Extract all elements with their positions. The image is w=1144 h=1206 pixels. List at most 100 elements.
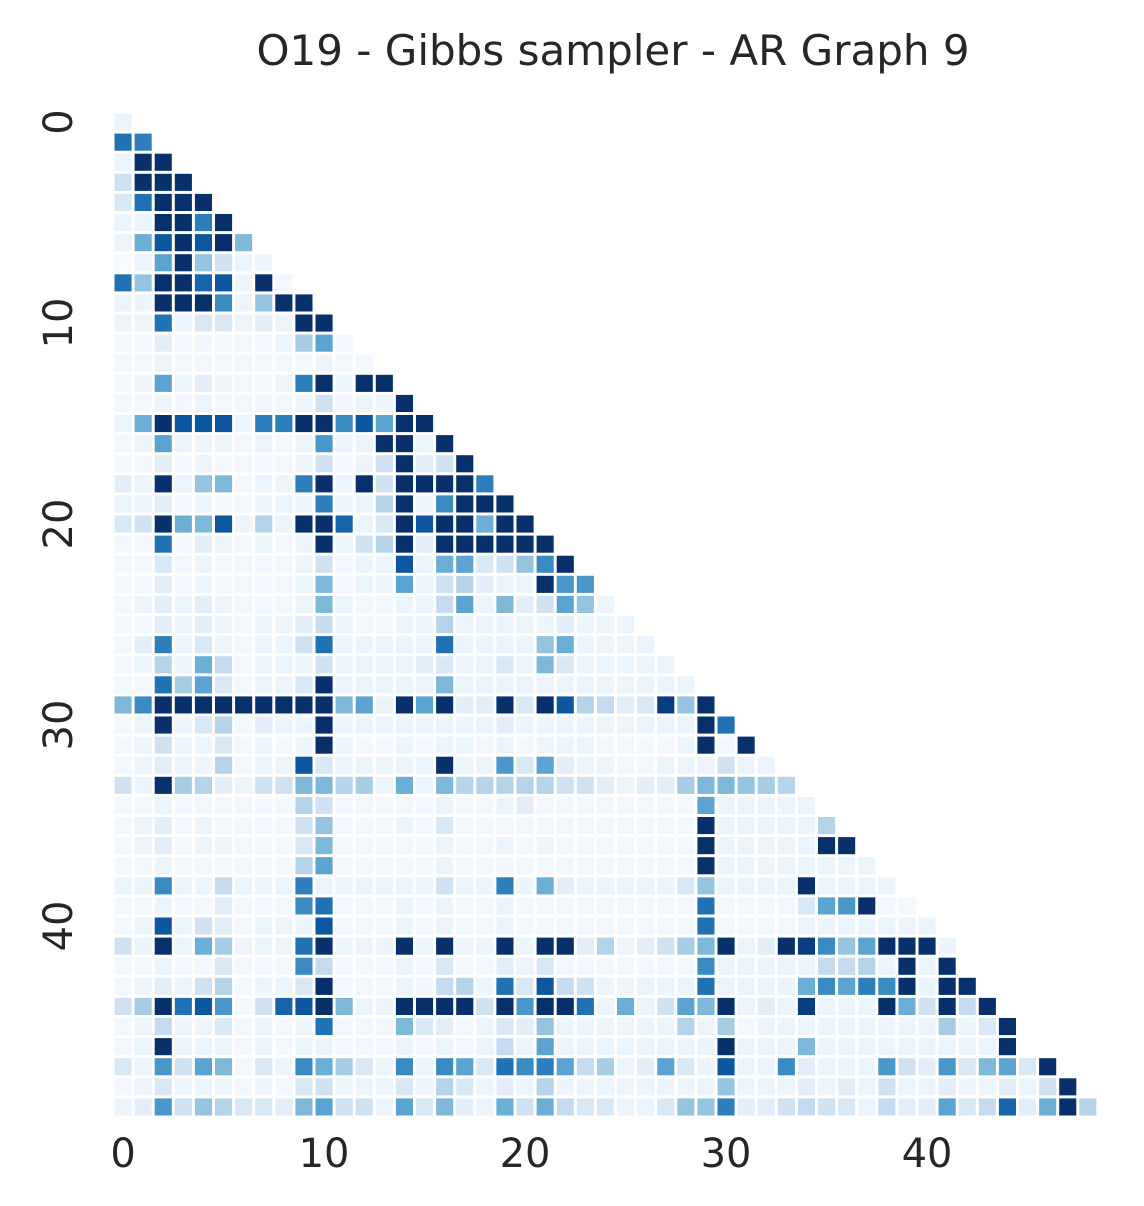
heatmap-cell — [395, 817, 413, 835]
heatmap-cell — [496, 1018, 514, 1036]
heatmap-cell — [436, 555, 454, 573]
heatmap-cell — [797, 877, 815, 895]
heatmap-cell — [938, 937, 956, 955]
heatmap-cell — [335, 736, 353, 754]
heatmap-cell — [1019, 1098, 1037, 1116]
heatmap-cell — [335, 555, 353, 573]
heatmap-cell — [335, 756, 353, 774]
heatmap-cell — [134, 193, 152, 211]
heatmap-cell — [215, 616, 233, 634]
heatmap-cell — [757, 817, 775, 835]
heatmap-cell — [275, 555, 293, 573]
heatmap-cell — [516, 736, 534, 754]
heatmap-cell — [436, 495, 454, 513]
heatmap-cell — [355, 696, 373, 714]
heatmap-cell — [335, 354, 353, 372]
heatmap-cell — [134, 1018, 152, 1036]
heatmap-cell — [717, 1078, 735, 1096]
heatmap-cell — [476, 535, 494, 553]
heatmap-cell — [114, 435, 132, 453]
heatmap-cell — [536, 616, 554, 634]
heatmap-cell — [757, 977, 775, 995]
heatmap-cell — [496, 977, 514, 995]
heatmap-cell — [114, 555, 132, 573]
heatmap-cell — [275, 535, 293, 553]
heatmap-cell — [456, 796, 474, 814]
heatmap-cell — [255, 957, 273, 975]
heatmap-cell — [436, 656, 454, 674]
heatmap-cell — [436, 1038, 454, 1056]
heatmap-cell — [516, 656, 534, 674]
heatmap-cell — [858, 897, 876, 915]
heatmap-cell — [476, 636, 494, 654]
heatmap-cell — [235, 897, 253, 915]
heatmap-cell — [456, 696, 474, 714]
heatmap-cell — [275, 877, 293, 895]
heatmap-cell — [456, 1078, 474, 1096]
heatmap-cell — [134, 374, 152, 392]
heatmap-cell — [235, 334, 253, 352]
heatmap-cell — [677, 957, 695, 975]
heatmap-cell — [596, 917, 614, 935]
heatmap-cell — [496, 636, 514, 654]
heatmap-cell — [476, 676, 494, 694]
heatmap-cell — [878, 897, 896, 915]
heatmap-cell — [275, 394, 293, 412]
heatmap-cell — [194, 1098, 212, 1116]
heatmap-cell — [114, 173, 132, 191]
heatmap-cell — [436, 736, 454, 754]
heatmap-cell — [335, 656, 353, 674]
heatmap-cell — [456, 495, 474, 513]
heatmap-cell — [838, 957, 856, 975]
heatmap-cell — [375, 837, 393, 855]
heatmap-cell — [275, 575, 293, 593]
heatmap-cell — [476, 837, 494, 855]
heatmap-cell — [436, 716, 454, 734]
heatmap-cell — [174, 736, 192, 754]
heatmap-cell — [355, 575, 373, 593]
heatmap-cell — [275, 676, 293, 694]
heatmap-cell — [416, 455, 434, 473]
heatmap-cell — [235, 495, 253, 513]
heatmap-cell — [315, 595, 333, 613]
heatmap-cell — [777, 937, 795, 955]
heatmap-cell — [576, 595, 594, 613]
heatmap-cell — [114, 1018, 132, 1036]
heatmap-cell — [134, 656, 152, 674]
heatmap-cell — [436, 435, 454, 453]
heatmap-cell — [576, 877, 594, 895]
heatmap-cell — [556, 877, 574, 895]
heatmap-cell — [154, 716, 172, 734]
heatmap-cell — [797, 997, 815, 1015]
heatmap-cell — [174, 937, 192, 955]
heatmap-cell — [898, 937, 916, 955]
heatmap-cell — [154, 917, 172, 935]
heatmap-cell — [416, 515, 434, 533]
heatmap-cell — [255, 716, 273, 734]
heatmap-cell — [255, 837, 273, 855]
heatmap-cell — [194, 837, 212, 855]
heatmap-cell — [576, 676, 594, 694]
heatmap-cell — [596, 1078, 614, 1096]
heatmap-cell — [154, 294, 172, 312]
heatmap-cell — [335, 796, 353, 814]
heatmap-cell — [275, 656, 293, 674]
heatmap-cell — [375, 897, 393, 915]
heatmap-cell — [838, 1018, 856, 1036]
heatmap-cell — [516, 515, 534, 533]
heatmap-cell — [797, 977, 815, 995]
heatmap-cell — [275, 1018, 293, 1036]
heatmap-cell — [335, 676, 353, 694]
heatmap-cell — [174, 334, 192, 352]
heatmap-cell — [596, 736, 614, 754]
heatmap-cell — [255, 977, 273, 995]
heatmap-cell — [154, 676, 172, 694]
heatmap-cell — [235, 455, 253, 473]
heatmap-cell — [456, 937, 474, 955]
chart-title: O19 - Gibbs sampler - AR Graph 9 — [256, 26, 969, 75]
heatmap-cell — [315, 977, 333, 995]
heatmap-cell — [275, 937, 293, 955]
heatmap-cell — [174, 495, 192, 513]
heatmap-cell — [275, 997, 293, 1015]
heatmap-cell — [295, 1018, 313, 1036]
